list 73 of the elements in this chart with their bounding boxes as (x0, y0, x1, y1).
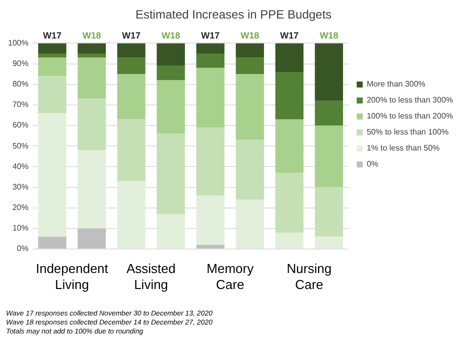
bar (275, 232, 304, 248)
bar (196, 195, 224, 245)
y-tick-label: 70% (12, 100, 28, 110)
bar (196, 53, 224, 68)
legend-label: 0% (366, 160, 378, 169)
y-tick-label: 40% (12, 162, 28, 171)
bar (314, 100, 344, 126)
x-tick-label: W17 (42, 30, 62, 40)
bar (236, 58, 264, 74)
y-tick-label: 50% (12, 141, 28, 150)
legend-label: 1% to less than 50% (366, 144, 440, 153)
bar (156, 80, 185, 134)
bar (196, 128, 224, 196)
y-tick-label: 100% (8, 38, 28, 48)
bar (236, 200, 264, 248)
bar (78, 58, 106, 99)
legend-label: More than 300% (366, 80, 426, 89)
bar (275, 172, 304, 233)
y-tick-label: 90% (12, 58, 28, 68)
text: Memory Care (206, 261, 254, 292)
bar (78, 53, 106, 58)
bar (38, 113, 66, 237)
text: Independent Living (36, 261, 109, 292)
bar (156, 214, 185, 248)
bar (314, 43, 344, 101)
legend-label: 50% to less than 100% (366, 128, 449, 137)
y-tick-label: 0% (16, 244, 28, 254)
text: Assisted Living (126, 261, 176, 292)
y-tick-label: 10% (12, 224, 28, 233)
bar (78, 43, 106, 54)
bar (236, 74, 264, 140)
bar (275, 43, 304, 72)
bar (275, 72, 304, 120)
bar (196, 43, 224, 54)
x-tick-label: W17 (122, 30, 141, 40)
y-tick-label: 80% (12, 80, 28, 89)
y-tick-label: 30% (12, 182, 28, 192)
bar (275, 119, 304, 173)
bar (236, 43, 264, 58)
bar (38, 76, 66, 114)
x-tick-label: W18 (240, 30, 260, 40)
text: Nursing Care (286, 261, 332, 292)
bar (196, 244, 224, 248)
bar (117, 43, 146, 58)
legend-label: 200% to less than 300% (366, 96, 453, 105)
bar (78, 228, 106, 248)
bar (78, 98, 106, 150)
bar (196, 68, 224, 128)
bar (38, 58, 66, 76)
y-tick-label: 60% (12, 120, 28, 130)
bar (117, 181, 146, 248)
bar (117, 74, 146, 120)
x-tick-label: W18 (82, 30, 102, 40)
bar (156, 43, 185, 66)
bar (314, 236, 344, 248)
bar (314, 187, 344, 237)
bar (156, 66, 185, 80)
bar (78, 150, 106, 228)
bar (117, 119, 146, 182)
x-tick-label: W17 (201, 30, 220, 40)
bar (117, 58, 146, 74)
x-tick-label: W18 (162, 30, 180, 40)
bar (236, 140, 264, 200)
x-tick-label: W18 (320, 30, 338, 40)
bar (38, 236, 66, 248)
chart-title: Estimated Increases in PPE Budgets (135, 8, 332, 22)
y-tick-label: 20% (12, 203, 28, 212)
bar (38, 43, 66, 54)
x-tick-label: W17 (280, 30, 299, 40)
legend-label: 100% to less than 200% (366, 112, 453, 121)
bar (156, 134, 185, 214)
bar (38, 53, 66, 58)
bar (314, 126, 344, 188)
